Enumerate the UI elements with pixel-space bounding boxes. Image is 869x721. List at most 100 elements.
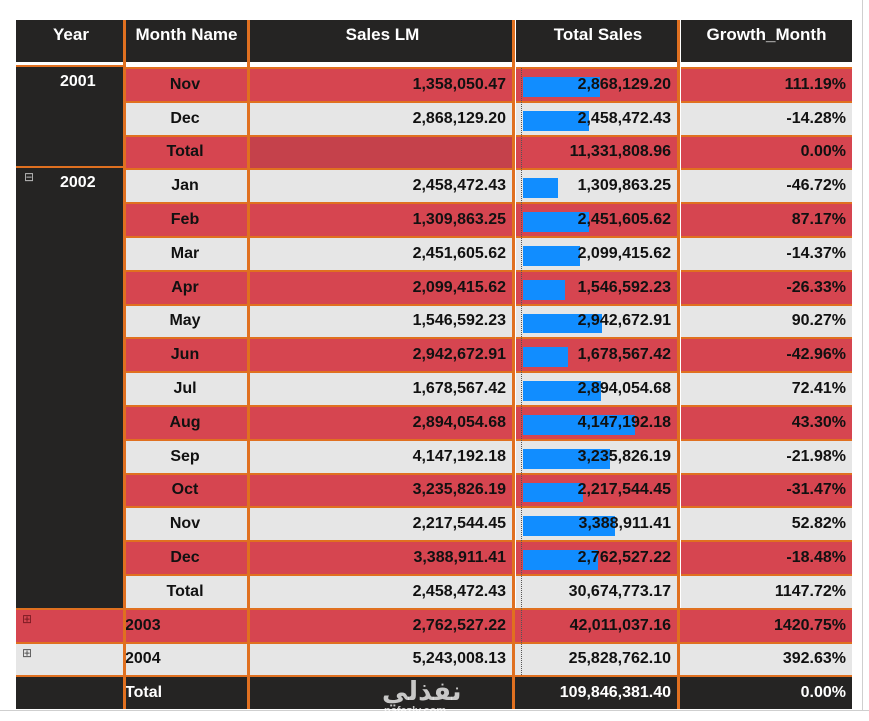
total-sales-cell: 11,331,808.96	[516, 134, 677, 169]
total-sales-cell: 2,458,472.43	[516, 100, 677, 135]
year-label[interactable]: 2001	[60, 73, 96, 90]
collapse-icon[interactable]: ⊟	[24, 170, 35, 185]
month-name-cell: Oct	[123, 472, 247, 507]
total-sales-cell: 42,011,037.16	[516, 607, 677, 642]
growth-month-cell: -31.47%	[681, 472, 852, 507]
sales-lm-cell: 2,217,544.45	[250, 506, 512, 541]
expand-icon[interactable]: ⊞	[22, 611, 33, 626]
growth-month-cell: -42.96%	[681, 337, 852, 372]
month-name-cell: Dec	[123, 540, 247, 574]
month-name-cell: Nov	[123, 67, 247, 101]
total-sales-cell: 2,099,415.62	[516, 236, 677, 270]
month-name-cell: Total	[123, 134, 247, 169]
watermark-domain: nafezly.com	[384, 705, 447, 717]
sales-lm-cell: 2,894,054.68	[250, 405, 512, 439]
column-separator	[677, 62, 680, 710]
total-sales-cell: 2,217,544.45	[516, 472, 677, 507]
total-sales-cell: 3,388,911.41	[516, 506, 677, 541]
total-sales-cell: 2,451,605.62	[516, 202, 677, 236]
header-sales-lm[interactable]: Sales LM	[250, 20, 515, 62]
month-name-cell: Feb	[123, 202, 247, 236]
total-sales-cell: 4,147,192.18	[516, 405, 677, 439]
header-year[interactable]: Year	[16, 20, 126, 62]
sales-lm-cell: 2,762,527.22	[250, 607, 512, 642]
data-bar	[523, 178, 559, 199]
total-sales-value: 11,331,808.96	[569, 143, 671, 161]
column-separator	[247, 62, 250, 710]
data-bar	[523, 347, 569, 368]
header-month-name[interactable]: Month Name	[123, 20, 250, 62]
total-sales-cell: 2,894,054.68	[516, 371, 677, 405]
sales-lm-cell: 2,942,672.91	[250, 337, 512, 372]
total-sales-value: 2,894,054.68	[577, 380, 671, 398]
month-name-cell: Dec	[123, 100, 247, 135]
header-total-sales[interactable]: Total Sales	[516, 20, 680, 62]
vertical-scrollbar[interactable]	[862, 0, 863, 710]
sales-lm-cell: 3,235,826.19	[250, 472, 512, 507]
total-sales-cell: 1,546,592.23	[516, 269, 677, 304]
column-separator	[123, 62, 126, 710]
total-sales-value: 2,942,672.91	[577, 312, 671, 330]
year-label[interactable]: 2002	[60, 174, 96, 192]
data-bar	[523, 77, 601, 97]
header-separator	[123, 20, 126, 62]
total-sales-value: 2,451,605.62	[577, 211, 671, 229]
year-label[interactable]: 2004	[125, 650, 161, 668]
data-bar	[523, 110, 590, 131]
month-name-cell: Jan	[123, 168, 247, 203]
header-separator	[677, 20, 680, 62]
growth-month-cell: 0.00%	[681, 134, 852, 169]
month-name-cell: Total	[123, 574, 247, 608]
data-bar	[523, 381, 602, 401]
year-group-2002	[16, 166, 123, 608]
month-name-cell: May	[123, 303, 247, 338]
data-bar	[523, 313, 603, 334]
total-sales-value: 2,099,415.62	[577, 244, 671, 262]
grand-total-growth: 0.00%	[681, 675, 852, 710]
total-sales-value: 2,217,544.45	[577, 481, 671, 499]
sales-lm-cell: 4,147,192.18	[250, 438, 512, 473]
total-sales-cell: 2,868,129.20	[516, 67, 677, 101]
total-sales-cell: 1,309,863.25	[516, 168, 677, 203]
growth-month-cell: -46.72%	[681, 168, 852, 203]
total-sales-value: 4,147,192.18	[577, 413, 671, 431]
watermark-logo: نفذلي	[382, 676, 462, 706]
growth-month-cell: 392.63%	[681, 641, 852, 676]
data-bar	[523, 246, 580, 266]
total-sales-cell: 30,674,773.17	[516, 574, 677, 608]
data-bar	[523, 516, 615, 537]
growth-month-cell: 87.17%	[681, 202, 852, 236]
year-group-2001	[16, 65, 123, 169]
sales-lm-cell: 3,388,911.41	[250, 540, 512, 574]
sales-lm-cell: 2,458,472.43	[250, 574, 512, 608]
growth-month-cell: 43.30%	[681, 405, 852, 439]
grand-total-sales-lm	[250, 675, 512, 710]
sales-lm-cell: 1,358,050.47	[250, 67, 512, 101]
month-name-cell: Jul	[123, 371, 247, 405]
data-bar	[523, 212, 590, 232]
total-sales-cell: 1,678,567.42	[516, 337, 677, 372]
growth-month-cell: 1147.72%	[681, 574, 852, 608]
expand-icon[interactable]: ⊞	[22, 645, 33, 660]
total-sales-value: 2,458,472.43	[577, 109, 671, 127]
total-sales-value: 2,762,527.22	[577, 549, 671, 567]
grand-total-total-sales: 109,846,381.40	[516, 675, 677, 710]
growth-month-cell: -18.48%	[681, 540, 852, 574]
month-name-cell: Apr	[123, 269, 247, 304]
sales-lm-cell: 2,868,129.20	[250, 100, 512, 135]
horizontal-scrollbar[interactable]	[0, 710, 869, 711]
total-sales-value: 3,388,911.41	[578, 515, 671, 533]
data-bar	[523, 415, 635, 435]
header-separator	[512, 20, 515, 62]
month-name-cell: Sep	[123, 438, 247, 473]
growth-month-cell: 72.41%	[681, 371, 852, 405]
month-name-cell: Jun	[123, 337, 247, 372]
growth-month-cell: 90.27%	[681, 303, 852, 338]
total-sales-value: 3,235,826.19	[577, 447, 671, 465]
sales-lm-cell: 2,099,415.62	[250, 269, 512, 304]
total-sales-value: 1,546,592.23	[577, 278, 671, 296]
sales-lm-cell: 1,678,567.42	[250, 371, 512, 405]
year-label[interactable]: 2003	[125, 616, 161, 634]
header-growth-month[interactable]: Growth_Month	[681, 20, 852, 62]
